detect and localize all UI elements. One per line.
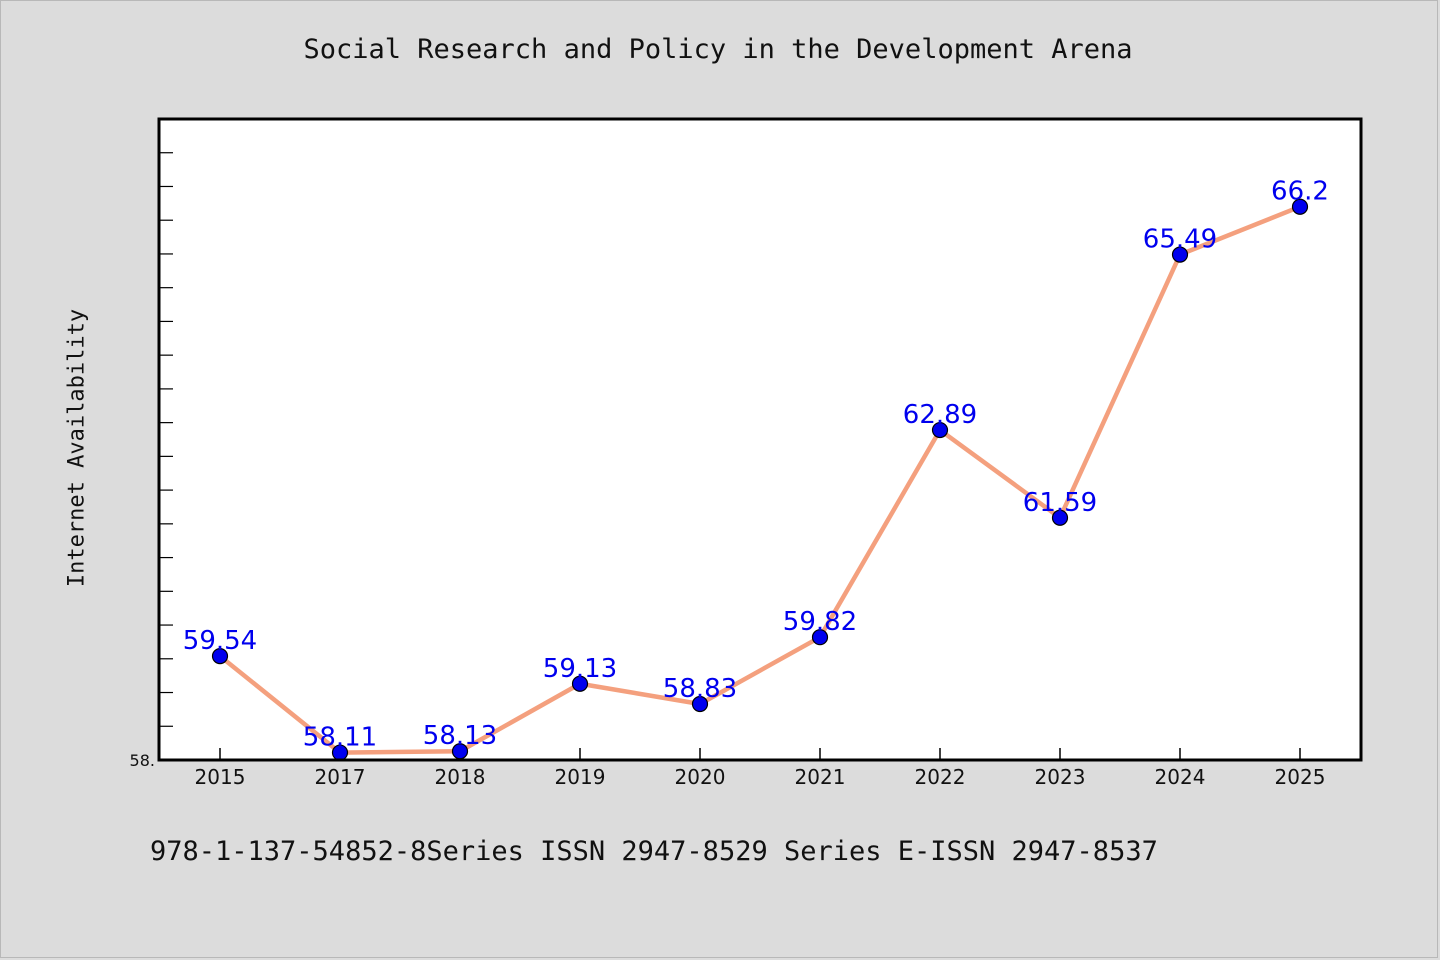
data-point [691,695,709,713]
x-tick-label: 2022 [915,765,966,789]
x-tick-label: 2021 [795,765,846,789]
data-label: 66.2 [1271,177,1329,207]
chart-title: Social Research and Policy in the Develo… [303,34,1133,65]
data-point [211,647,229,665]
x-tick-label: 2023 [1035,765,1086,789]
plot-border [157,117,1363,762]
data-label: 59.13 [543,654,617,684]
data-label: 58.11 [303,723,377,753]
data-point [811,629,829,646]
data-label: 65.49 [1143,225,1217,255]
plot-area [159,119,1361,760]
x-tick-label: 2025 [1275,765,1326,789]
x-tick-label: 2024 [1155,765,1206,789]
data-label: 62.89 [903,400,977,430]
data-point [1291,198,1309,215]
x-tick-label: 2020 [675,765,726,789]
x-tick-label: 2019 [555,765,606,789]
y-tick-label: 58. [130,751,155,770]
data-label: 58.83 [663,674,737,704]
x-tick-label: 2017 [315,765,366,789]
data-point [1171,246,1189,263]
data-label: 59.54 [183,626,257,656]
data-point [1051,509,1069,526]
series-line [217,204,1303,755]
data-point [571,675,589,692]
x-tick-label: 2018 [435,765,486,789]
data-point [931,421,949,439]
data-label: 59.82 [783,607,857,637]
footer-note: 978-1-137-54852-8Series ISSN 2947-8529 S… [150,836,1158,867]
data-label: 58.13 [423,721,497,751]
data-label: 61.59 [1023,488,1097,518]
x-tick-label: 2015 [195,765,246,789]
